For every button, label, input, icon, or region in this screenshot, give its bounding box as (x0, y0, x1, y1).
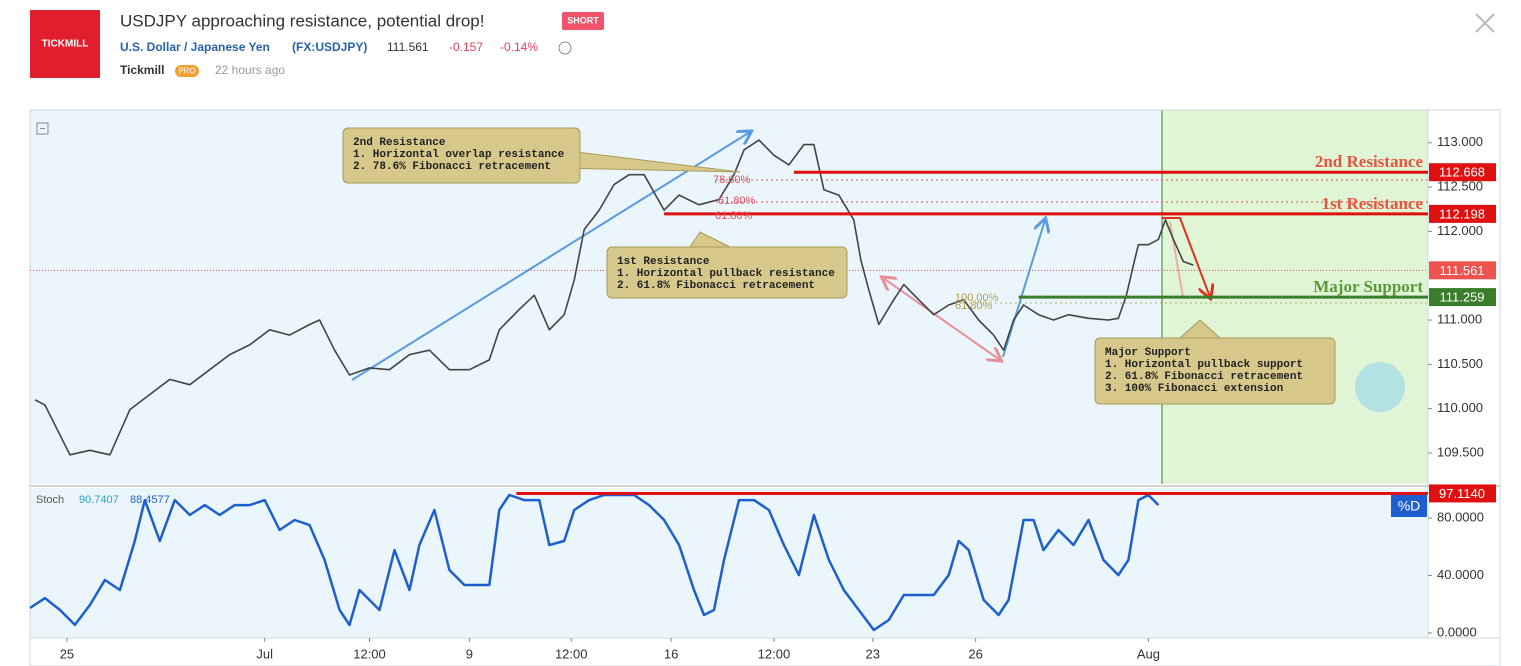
callout-text: 1. Horizontal pullback support (1105, 359, 1303, 371)
fib-label: 61.80% (715, 210, 753, 222)
price-label: 111.259 (1439, 290, 1484, 305)
close-button[interactable] (1475, 13, 1495, 33)
y-tick-label: 113.000 (1437, 134, 1483, 149)
y-tick-label: 112.000 (1437, 223, 1483, 238)
arrow (1002, 220, 1045, 358)
indicator-readout: 88.4577 (130, 494, 170, 506)
level-name: 1st Resistance (1321, 194, 1423, 213)
plot: 113.000 112.500 112.000 111.000 110.500 110.0… (29, 127, 1496, 661)
y-tick-label: 112.500 (1437, 179, 1483, 194)
x-tick-label: 12:00 (758, 646, 791, 661)
y-tick-label: 111.000 (1437, 311, 1482, 326)
price-label-box (1429, 288, 1496, 307)
x-tick-label: 12:00 (555, 646, 588, 661)
callout-text: 2nd Resistance (353, 137, 446, 149)
author-badge (175, 65, 199, 77)
x-tick-label: 23 (866, 646, 880, 661)
y-tick-label: 109.500 (1437, 444, 1484, 459)
alert-icon[interactable] (558, 41, 572, 55)
series-line (34, 139, 1194, 456)
callout-text: 2. 78.6% Fibonacci retracement (353, 161, 551, 173)
x-tick-label: 25 (60, 646, 74, 661)
series-line (29, 493, 1160, 632)
chart-border (29, 109, 1501, 666)
x-tick-label: 12:00 (353, 646, 386, 661)
price-label-box (1429, 261, 1496, 280)
callout-text: Major Support (1105, 347, 1191, 359)
arrow (883, 278, 1000, 360)
price-label: 97.1140 (1439, 486, 1485, 501)
fib-label: 61.80% (955, 300, 993, 312)
price-label-box (1429, 204, 1496, 223)
author[interactable]: Tickmill (120, 63, 164, 77)
callout-text: 1. Horizontal pullback resistance (617, 268, 835, 280)
time: 22 hours ago (215, 63, 285, 77)
callout-text: 3. 100% Fibonacci extension (1105, 383, 1283, 395)
price-label-box (1429, 484, 1496, 503)
callout (1094, 337, 1336, 405)
x-tick-label: 26 (968, 646, 982, 661)
fib-label: 61.80% (718, 195, 756, 207)
level-name: Major Support (1313, 277, 1423, 296)
y-tick-label: 110.500 (1437, 356, 1483, 371)
series-badge-text: %D (1398, 498, 1421, 514)
x-tick-label: 9 (466, 646, 473, 661)
change: -0.157 (449, 40, 483, 54)
author-badge-text: PRO (178, 67, 195, 76)
price-label-box (1429, 163, 1496, 182)
logo (30, 10, 100, 78)
callout (606, 246, 848, 299)
indicator-readout: 90.7407 (79, 494, 119, 506)
callout-text: 1st Resistance (617, 256, 710, 268)
fib-label: 100.00% (955, 292, 999, 304)
level-name: 2nd Resistance (1315, 152, 1424, 171)
callout-text: 1. Horizontal overlap resistance (353, 149, 565, 161)
callout-text: 2. 61.8% Fibonacci retracement (617, 280, 815, 292)
callout (342, 127, 581, 184)
indicator-label: Stoch (36, 494, 64, 506)
fib-label: 78.60% (713, 174, 751, 186)
cursor-marker (1355, 362, 1405, 412)
x-tick-label: 16 (664, 646, 678, 661)
change-pct: -0.14% (500, 40, 538, 54)
price-label: 112.198 (1439, 206, 1485, 221)
price: 111.561 (387, 40, 429, 54)
exchange[interactable]: (FX:USDJPY) (292, 40, 367, 54)
badge-text: SHORT (567, 15, 599, 25)
y-tick-label: 0.0000 (1437, 624, 1477, 639)
symbol[interactable]: U.S. Dollar / Japanese Yen (120, 40, 270, 54)
y-tick-label: 40.0000 (1437, 567, 1484, 582)
badge (562, 12, 604, 30)
logo-text: TICKMILL (42, 39, 89, 50)
series-badge (1391, 495, 1427, 517)
y-tick-label: 80.0000 (1437, 509, 1484, 524)
idea-title: USDJPY approaching resistance, potential… (120, 11, 484, 30)
arrow (351, 132, 750, 381)
y-tick-label: 110.000 (1437, 400, 1483, 415)
stoch-pane (30, 488, 1428, 638)
collapse-icon[interactable] (36, 122, 49, 135)
x-tick-label: Jul (256, 646, 273, 661)
price-label: 111.561 (1439, 263, 1484, 278)
callout-text: 2. 61.8% Fibonacci retracement (1105, 371, 1303, 383)
x-tick-label: Aug (1137, 646, 1160, 661)
price-label: 112.668 (1439, 165, 1485, 180)
